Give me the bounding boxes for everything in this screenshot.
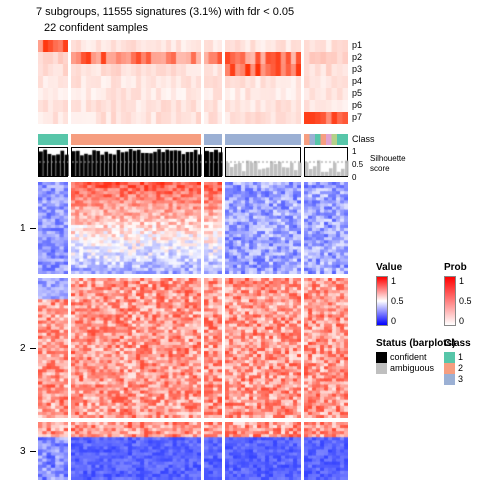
prob-row-label: p6	[352, 100, 362, 110]
cluster-label: 2	[20, 343, 26, 354]
legend-prob: Prob 1 0.5 0	[444, 262, 472, 326]
legend-value: Value 1 0.5 0	[376, 262, 404, 326]
title-line1: 7 subgroups, 11555 signatures (3.1%) wit…	[36, 6, 294, 18]
cluster-label: 3	[20, 446, 26, 457]
title-line2: 22 confident samples	[44, 22, 148, 34]
prob-row-label: p4	[352, 76, 362, 86]
legend-class: Class 1 2 3	[444, 338, 471, 385]
class-label: Class	[352, 134, 375, 144]
cluster-label: 1	[20, 223, 26, 234]
prob-row-label: p5	[352, 88, 362, 98]
prob-row-label: p1	[352, 40, 362, 50]
prob-row-label: p2	[352, 52, 362, 62]
prob-row-label: p3	[352, 64, 362, 74]
prob-row-label: p7	[352, 112, 362, 122]
